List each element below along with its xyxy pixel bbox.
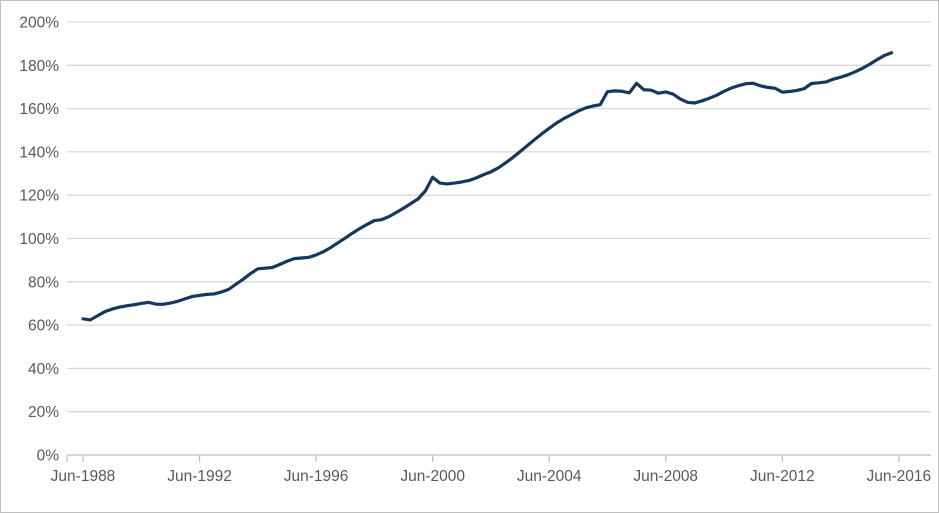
y-tick-label: 180% [19, 58, 59, 75]
x-tick-label: Jun-2008 [633, 468, 698, 485]
y-tick-label: 0% [37, 448, 60, 465]
x-tick-label: Jun-1996 [284, 468, 349, 485]
y-tick-label: 40% [28, 361, 59, 378]
y-tick-label: 200% [19, 15, 59, 32]
y-tick-label: 100% [19, 231, 59, 248]
y-tick-label: 140% [19, 144, 59, 161]
x-tick-label: Jun-2004 [517, 468, 582, 485]
y-tick-label: 160% [19, 101, 59, 118]
x-tick-label: Jun-1992 [167, 468, 232, 485]
x-tick-label: Jun-2016 [867, 468, 932, 485]
x-tick-label: Jun-1988 [51, 468, 116, 485]
y-tick-label: 80% [28, 274, 59, 291]
debt-to-income-line-series [81, 51, 894, 322]
x-tick-label: Jun-2012 [750, 468, 815, 485]
y-tick-label: 20% [28, 404, 59, 421]
x-tick-label: Jun-2000 [400, 468, 465, 485]
y-tick-label: 120% [19, 188, 59, 205]
y-tick-label: 60% [28, 318, 59, 335]
